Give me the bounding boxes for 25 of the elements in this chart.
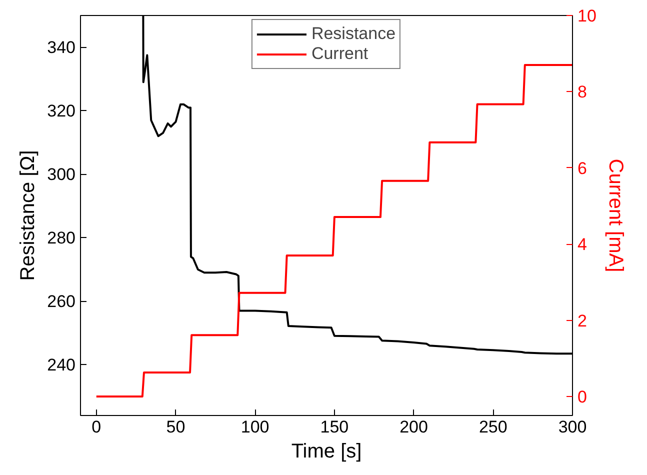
x-tick-label: 150 [320,418,349,436]
line-series [95,64,572,398]
y-tick-label: 260 [47,292,76,312]
x-tick-label: 250 [478,418,508,436]
x-tick-label: 300 [558,418,587,436]
y-tick-label: 320 [47,102,76,121]
y2-tick-label: 10 [578,6,596,26]
y-axis-title: Resistance [Ω] [17,150,40,281]
x-axis-title: Time [s] [291,440,362,462]
y-tick-label: 280 [47,228,76,248]
y2-tick-label: 2 [578,311,587,330]
x-tick-label: 0 [92,418,102,436]
y2-axis-title: Current [mA] [604,158,626,272]
y2-tick-label: 6 [578,158,587,178]
x-tick-label: 100 [240,418,270,436]
y-tick-label: 240 [47,356,76,375]
legend-label: Resistance [311,24,396,44]
y-tick-label: 300 [47,165,76,184]
y2-tick-label: 0 [578,387,587,406]
x-tick-label: 200 [400,418,428,436]
x-tick-label: 50 [166,418,186,436]
legend-label: Current [311,44,368,64]
y2-tick-label: 4 [578,235,587,254]
y-tick-label: 340 [47,38,76,58]
y2-tick-label: 8 [578,82,587,102]
